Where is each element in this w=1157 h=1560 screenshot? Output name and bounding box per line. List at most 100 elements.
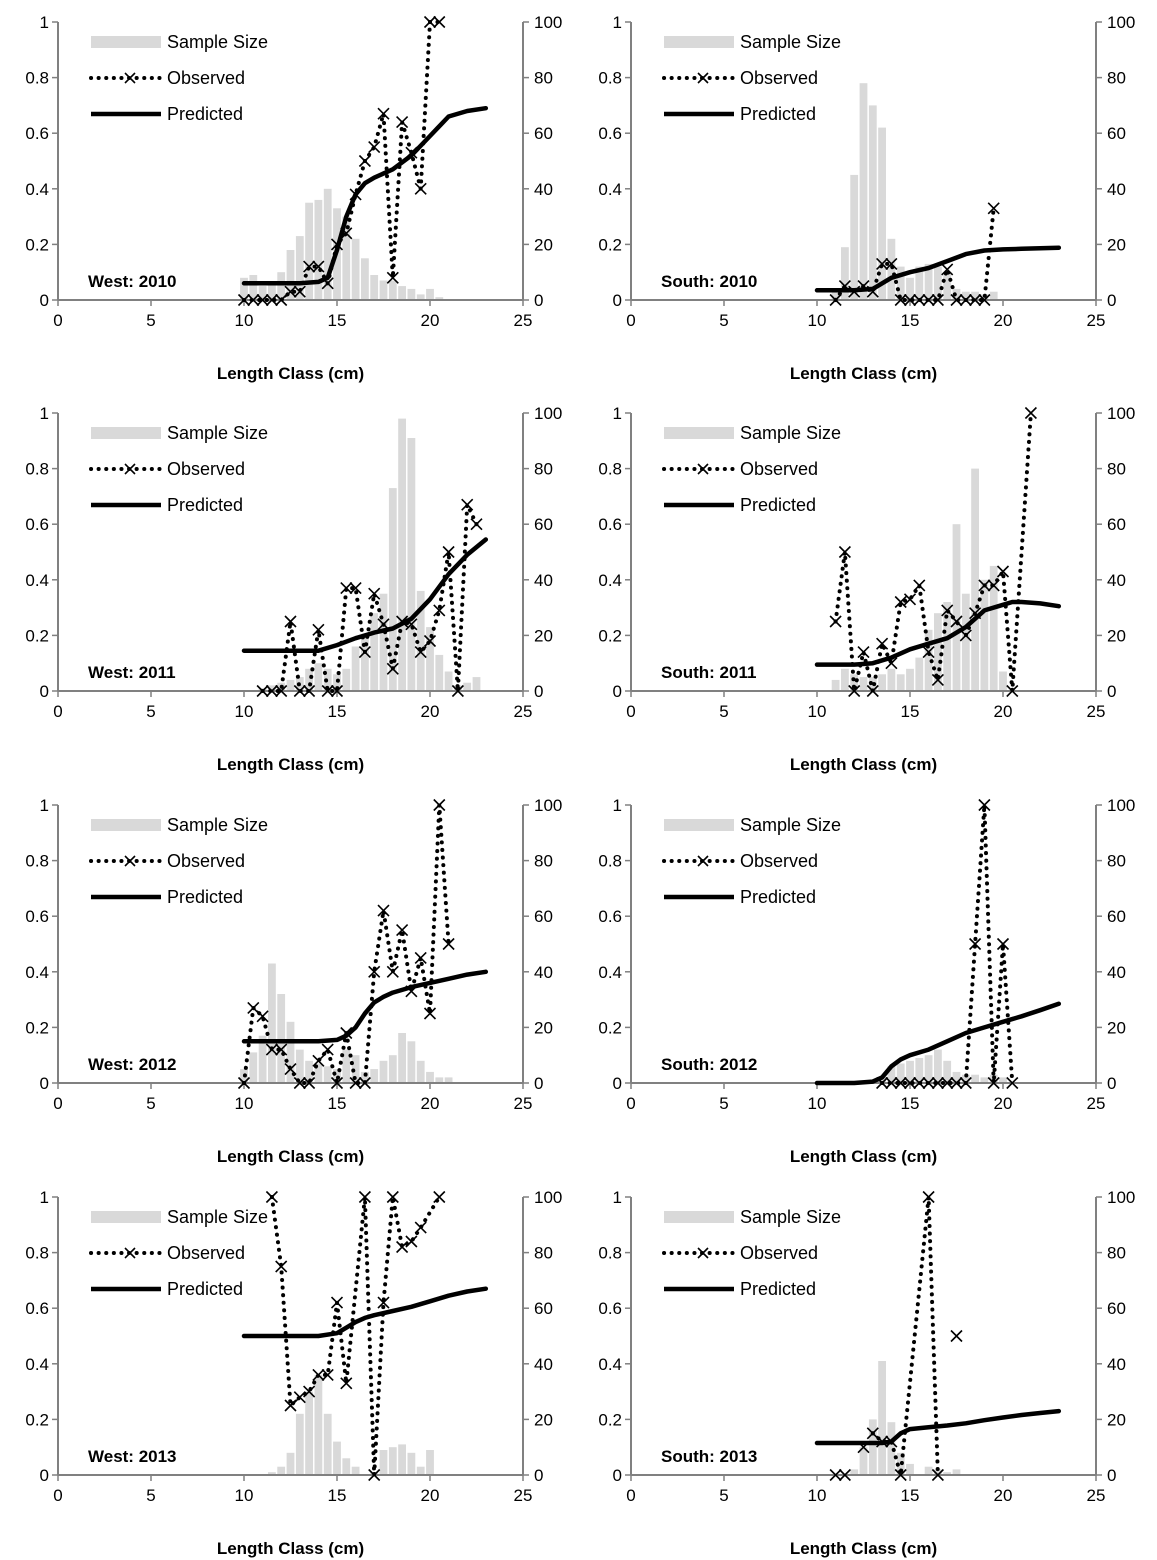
sample-size-bar (370, 613, 379, 691)
legend-swatch-observed-marker (697, 463, 709, 475)
observed-marker (894, 293, 907, 307)
x-tick-label: 15 (328, 1094, 347, 1113)
observed-marker (284, 615, 297, 628)
observed-marker (838, 545, 851, 559)
y-tick-label-left: 1 (613, 1188, 622, 1207)
sample-size-bar (398, 1033, 406, 1083)
legend-swatch-sample-size (91, 1211, 161, 1223)
sample-size-bar (934, 1469, 942, 1475)
legend: Sample Size Observed Predicted (89, 1207, 268, 1299)
observed-marker (941, 1076, 954, 1090)
sample-size-bar (323, 1413, 332, 1475)
observed-marker (903, 1076, 917, 1090)
y-tick-label-left: 0.2 (25, 1410, 49, 1429)
x-tick-label: 20 (994, 1094, 1013, 1113)
observed-marker (237, 1076, 251, 1090)
y-tick-label-right: 40 (1107, 571, 1126, 590)
sample-size-bar (934, 1049, 942, 1083)
x-tick-label: 5 (719, 1486, 728, 1505)
y-tick-label-left: 1 (40, 13, 49, 32)
sample-size-bar (980, 579, 989, 691)
observed-marker (950, 293, 963, 307)
panel-label: South: 2012 (661, 1055, 757, 1074)
observed-marker (433, 604, 446, 617)
sample-size-bar (407, 438, 416, 691)
x-axis-label: Length Class (cm) (790, 755, 937, 774)
predicted-line (241, 969, 489, 1044)
sample-size-bar (361, 1071, 369, 1083)
legend-label-predicted: Predicted (740, 887, 816, 907)
legend-label-observed: Observed (740, 1243, 818, 1263)
x-tick-label: 0 (53, 311, 62, 330)
sample-size-bar (398, 1444, 406, 1475)
x-tick-label: 10 (808, 702, 827, 721)
y-tick-label-right: 0 (534, 682, 543, 701)
observed-marker (265, 684, 278, 698)
y-tick-label-left: 0.6 (25, 515, 49, 534)
x-tick-label: 10 (808, 311, 827, 330)
y-tick-label-left: 0.2 (25, 626, 49, 645)
sample-size-bar (989, 565, 998, 691)
sample-size-bar (314, 199, 323, 300)
y-tick-label-right: 0 (534, 1074, 543, 1093)
observed-marker (414, 951, 427, 964)
y-tick-label-right: 80 (534, 69, 553, 88)
sample-size-bar (887, 1422, 896, 1475)
observed-marker (913, 1076, 926, 1090)
sample-size-bar (379, 280, 388, 300)
y-tick-label-right: 0 (1107, 682, 1116, 701)
observed-marker (959, 293, 972, 307)
x-tick-label: 10 (235, 1094, 254, 1113)
sample-size-bar (342, 1049, 351, 1083)
observed-marker (293, 684, 306, 698)
observed-marker (275, 684, 288, 698)
legend-label-predicted: Predicted (740, 1279, 816, 1299)
sample-size-bar (472, 677, 481, 691)
sample-size-bar (426, 288, 434, 300)
y-tick-label-left: 0.8 (598, 852, 622, 871)
observed-marker (275, 1043, 288, 1056)
sample-size-bar (971, 291, 979, 300)
x-tick-label: 25 (1087, 1094, 1106, 1113)
sample-size-bar (924, 629, 933, 691)
predicted-line (814, 1001, 1062, 1086)
y-tick-label-left: 0 (40, 1074, 49, 1093)
sample-size-bar (841, 247, 849, 300)
observed-marker (368, 587, 381, 600)
y-tick-label-left: 0.8 (598, 69, 622, 88)
x-axis-label: Length Class (cm) (217, 1147, 364, 1166)
sample-size-bar (277, 272, 286, 300)
observed-marker (829, 293, 842, 307)
y-tick-label-left: 0 (613, 1466, 622, 1485)
sample-size-bar (999, 671, 1007, 691)
observed-marker (941, 263, 954, 276)
x-tick-label: 20 (421, 1094, 440, 1113)
observed-marker (996, 565, 1010, 578)
y-tick-label-right: 100 (534, 404, 562, 423)
observed-marker (950, 1329, 963, 1343)
y-tick-label-right: 60 (1107, 124, 1126, 143)
sample-size-bar (906, 1463, 914, 1475)
observed-marker (303, 1385, 316, 1398)
sample-size-bar (887, 668, 896, 691)
observed-marker (237, 293, 251, 307)
sample-size-bar (258, 286, 267, 300)
observed-marker (265, 1043, 278, 1056)
x-tick-label: 15 (901, 702, 920, 721)
sample-size-bar (943, 602, 952, 691)
observed-marker (959, 1076, 972, 1090)
sample-size-bar (426, 1071, 434, 1083)
y-tick-label-right: 40 (1107, 180, 1126, 199)
sample-size-bar (388, 280, 397, 300)
y-tick-label-left: 0.6 (25, 1299, 49, 1318)
panel-label: South: 2013 (661, 1447, 757, 1466)
x-axis-label: Length Class (cm) (217, 364, 364, 383)
sample-size-bar (268, 963, 276, 1083)
legend-label-observed: Observed (740, 68, 818, 88)
observed-marker (978, 798, 991, 812)
y-tick-label-left: 0.8 (598, 460, 622, 479)
observed-marker (293, 1076, 306, 1090)
x-tick-label: 10 (235, 702, 254, 721)
